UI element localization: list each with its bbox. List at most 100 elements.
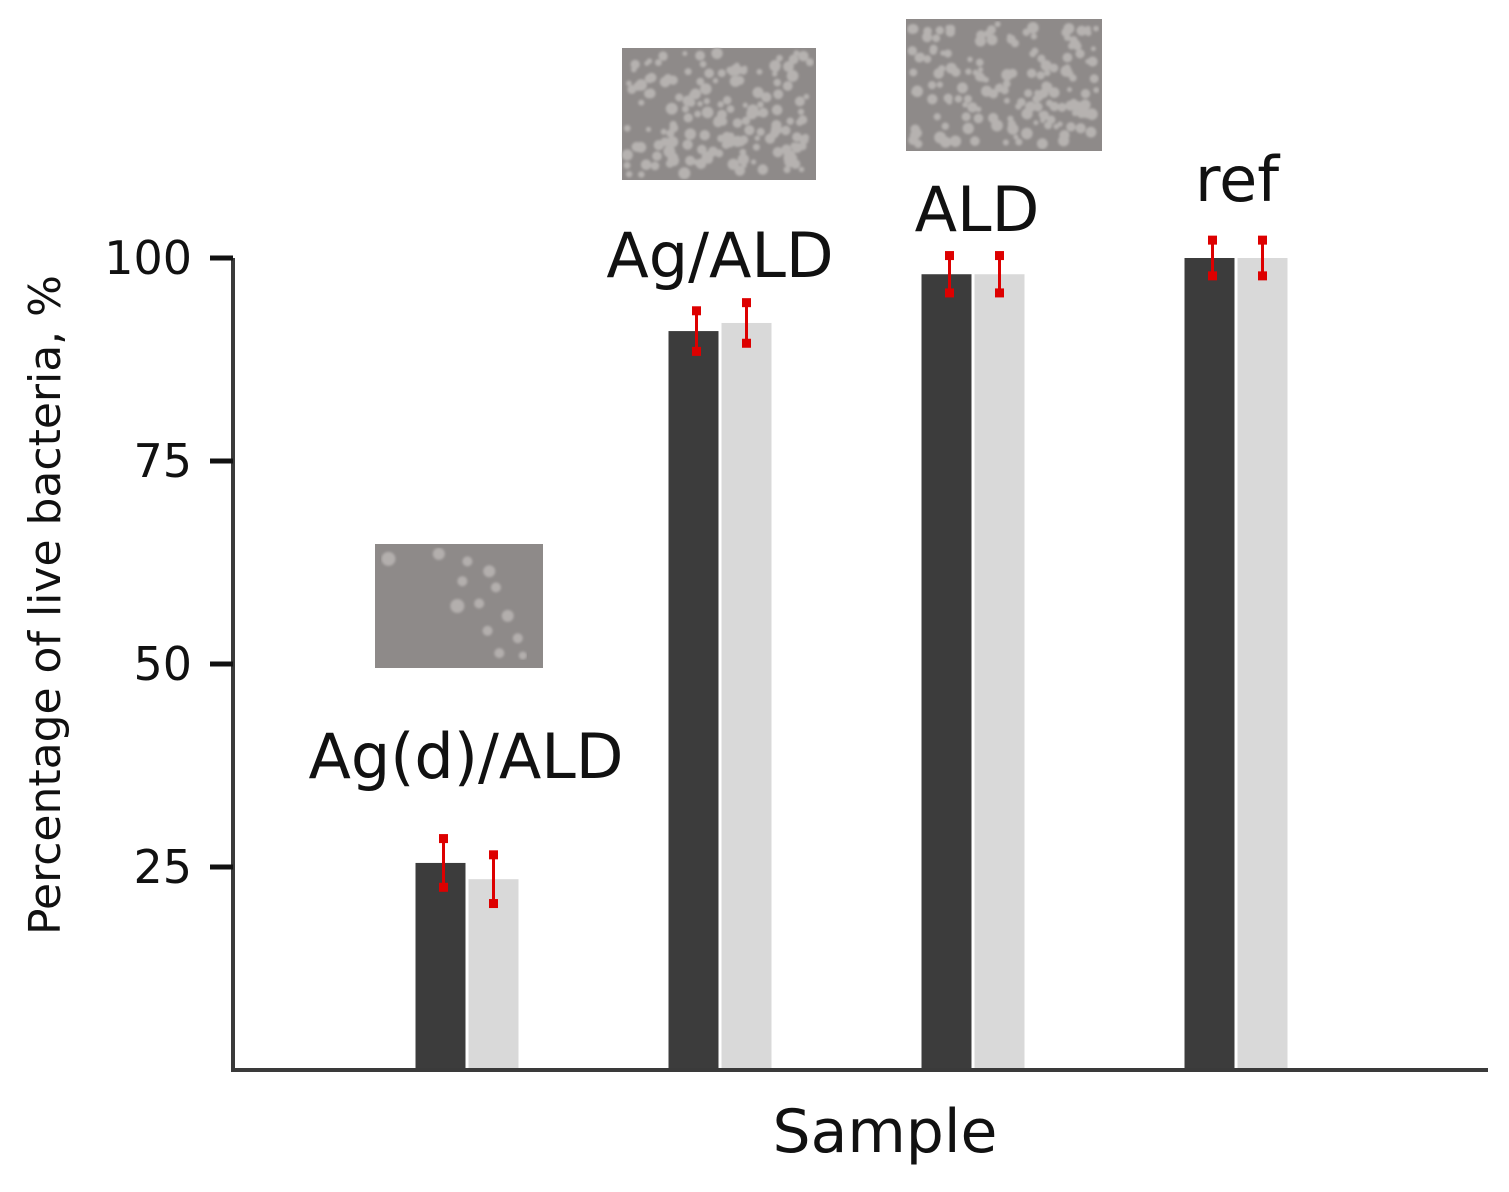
colony (741, 116, 751, 126)
colony (764, 133, 776, 144)
colony (734, 62, 740, 68)
colony (965, 68, 972, 75)
error-cap-bottom (692, 346, 701, 356)
colony (798, 50, 809, 62)
colony (483, 565, 496, 578)
colony (450, 599, 465, 613)
colony (1038, 111, 1045, 118)
y-tick-label: 100 (104, 231, 192, 285)
colony (947, 24, 956, 33)
colony (1038, 92, 1045, 100)
bar (415, 862, 466, 1070)
colony (1024, 89, 1033, 98)
colony (1075, 123, 1086, 134)
bar (974, 274, 1025, 1070)
colony (621, 149, 633, 161)
colony (721, 140, 731, 149)
colony (805, 58, 814, 67)
colony (784, 63, 793, 71)
colony (908, 24, 919, 34)
colony (697, 101, 703, 107)
error-cap-top (692, 306, 701, 316)
colony (793, 50, 800, 57)
y-tick-label: 50 (133, 637, 192, 691)
colony (1075, 49, 1085, 59)
colony (962, 101, 968, 108)
colony (638, 99, 645, 106)
error-cap-bottom (1258, 271, 1267, 281)
colony (704, 154, 713, 164)
colony (1085, 126, 1097, 138)
colony (977, 67, 984, 73)
colony (1087, 56, 1098, 67)
colony (659, 76, 671, 88)
colony (635, 79, 647, 91)
colonies (621, 47, 814, 180)
colony (638, 171, 645, 178)
colony (954, 95, 963, 103)
colony (754, 135, 760, 141)
colony (685, 155, 696, 166)
colony (717, 101, 724, 108)
colony (979, 75, 987, 82)
colony (704, 68, 715, 79)
colony (1048, 87, 1060, 98)
colony (490, 582, 501, 593)
colony (726, 105, 735, 113)
colony (776, 54, 783, 62)
colony (750, 159, 757, 165)
error-cap-bottom (995, 288, 1004, 298)
error-cap-top (439, 834, 448, 844)
colony (911, 89, 917, 95)
bars (415, 258, 1288, 1071)
colony (961, 112, 971, 122)
colony (783, 166, 791, 174)
colony (723, 95, 732, 105)
colony (494, 648, 505, 659)
colony (713, 117, 724, 128)
colony (756, 127, 765, 136)
colony (782, 81, 793, 91)
colony (737, 153, 750, 166)
colony (630, 59, 640, 70)
category-label: ALD (915, 173, 1040, 246)
y-tick-label: 75 (133, 434, 192, 488)
colony (770, 124, 782, 136)
colony (945, 62, 957, 74)
y-tick-label: 25 (133, 840, 192, 894)
colony (654, 59, 662, 66)
colony (967, 56, 973, 63)
colony (668, 155, 680, 167)
colony (1080, 88, 1091, 99)
colony (625, 170, 633, 178)
colony (640, 159, 652, 170)
bar (1237, 258, 1288, 1070)
colony (988, 89, 999, 99)
colony (756, 68, 763, 75)
colony (744, 125, 755, 136)
colony (927, 94, 938, 105)
colony (1027, 22, 1039, 34)
colony (1089, 74, 1099, 84)
colony (701, 106, 714, 119)
bar (1184, 258, 1235, 1070)
colony (771, 104, 783, 116)
colony (757, 164, 769, 175)
colony (909, 68, 918, 77)
colony (957, 82, 968, 94)
colony (623, 124, 631, 132)
colony (970, 136, 980, 146)
colony (962, 122, 974, 135)
colony (1015, 138, 1023, 146)
colony (1065, 100, 1076, 111)
colony (974, 35, 986, 47)
colony (644, 88, 654, 99)
colony (946, 98, 953, 105)
colony (732, 118, 743, 128)
colony (667, 136, 679, 148)
colony (1044, 121, 1052, 130)
colony (967, 102, 978, 113)
colony (712, 77, 719, 84)
error-cap-bottom (742, 338, 751, 348)
colony (916, 52, 925, 62)
